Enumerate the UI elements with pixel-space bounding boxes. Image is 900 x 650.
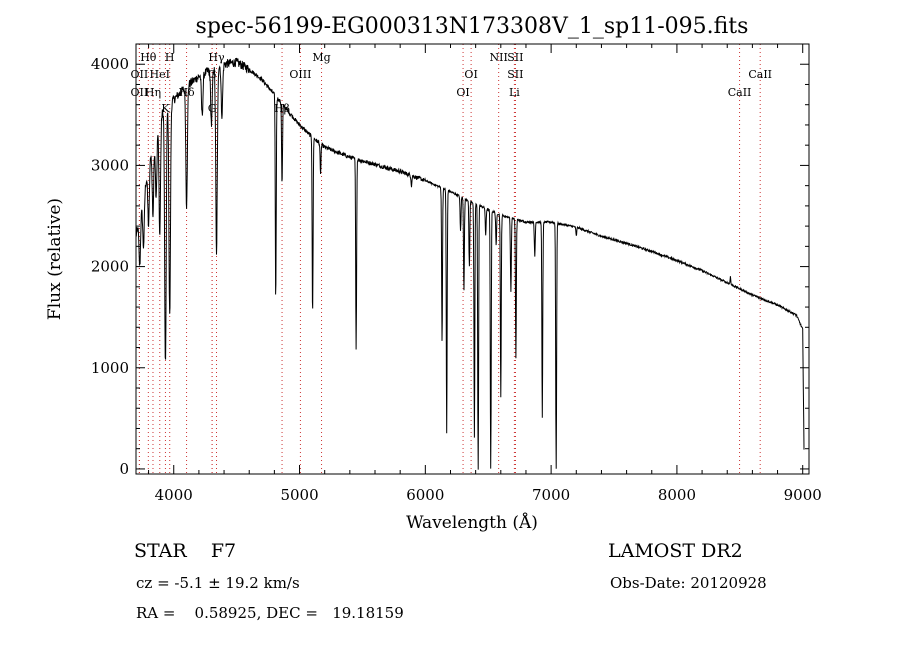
- y-tick-label-0: 0: [119, 460, 129, 478]
- line-marker-label-0: Hθ: [140, 51, 157, 64]
- x-tick-label-5: 9000: [784, 486, 822, 504]
- plot-frame: [135, 43, 810, 475]
- x-axis: 4000 5000 6000 7000 8000 9000: [148, 44, 822, 504]
- y-tick-label-2: 2000: [91, 258, 129, 276]
- line-marker-label-19: Li: [509, 86, 520, 99]
- line-marker-label-15: OI: [464, 68, 477, 81]
- line-marker-label-11: Hβ: [274, 102, 290, 115]
- line-marker-label-18: SII: [507, 68, 523, 81]
- line-marker-label-17: SII: [507, 51, 523, 64]
- line-marker-label-7: Hδ: [178, 86, 195, 99]
- line-marker-label-13: Mg: [312, 51, 330, 64]
- redshift-cz: cz = -5.1 ± 19.2 km/s: [136, 574, 300, 592]
- object-class: STAR F7: [134, 540, 237, 562]
- x-tick-label-0: 4000: [155, 486, 193, 504]
- line-marker-label-20: CaII: [728, 86, 752, 99]
- x-tick-label-3: 7000: [532, 486, 570, 504]
- y-axis: 0 1000 2000 3000 4000: [91, 43, 809, 478]
- x-tick-label-4: 8000: [658, 486, 696, 504]
- line-marker-label-21: CaII: [748, 68, 772, 81]
- line-marker-label-1: OII: [131, 68, 149, 81]
- observation-date: Obs-Date: 20120928: [610, 574, 767, 592]
- line-marker-label-16: NII: [490, 51, 508, 64]
- y-axis-label: Flux (relative): [45, 198, 65, 320]
- spectrum-line: [135, 57, 805, 470]
- line-marker-label-12: OIII: [289, 68, 311, 81]
- line-marker-label-9: Hγ: [208, 51, 225, 64]
- y-tick-label-4: 4000: [91, 55, 129, 73]
- line-markers: [138, 44, 761, 474]
- line-marker-label-5: H: [165, 51, 175, 64]
- ra-dec: RA = 0.58925, DEC = 19.18159: [136, 604, 404, 622]
- y-tick-label-3: 3000: [91, 156, 129, 174]
- line-marker-label-14: OI: [456, 86, 469, 99]
- line-marker-label-6: K: [161, 102, 170, 115]
- survey-name: LAMOST DR2: [608, 540, 743, 562]
- chart-title: spec-56199-EG000313N173308V_1_sp11-095.f…: [196, 14, 749, 39]
- x-tick-label-2: 6000: [406, 486, 444, 504]
- line-marker-label-4: HeI: [150, 68, 170, 81]
- x-axis-label: Wavelength (Å): [406, 512, 538, 533]
- line-marker-label-2: OII: [131, 86, 149, 99]
- x-tick-label-1: 5000: [280, 486, 318, 504]
- line-marker-label-3: Hη: [145, 86, 161, 99]
- line-marker-label-10: G: [208, 68, 217, 81]
- y-tick-label-1: 1000: [91, 359, 129, 377]
